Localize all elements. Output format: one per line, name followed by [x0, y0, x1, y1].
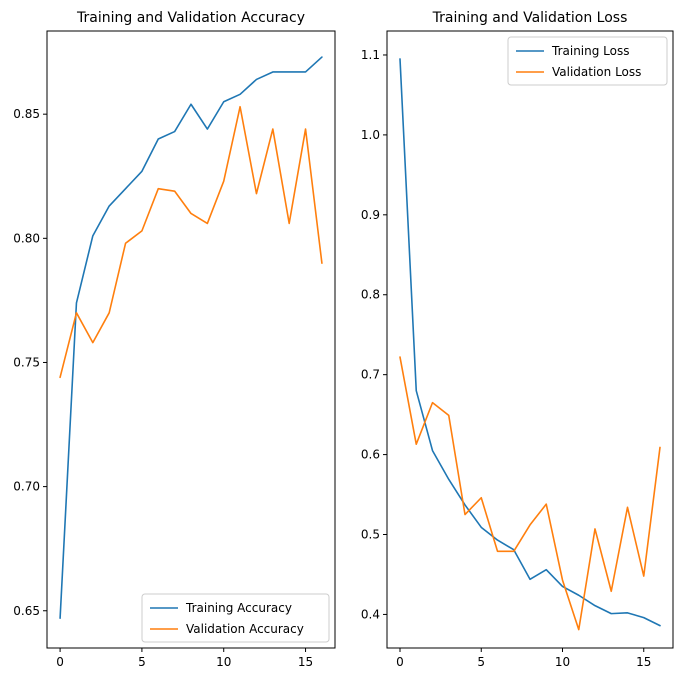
y-tick-label: 0.70	[13, 480, 40, 494]
legend-label: Training Accuracy	[185, 601, 292, 615]
x-tick-label: 5	[477, 655, 485, 669]
y-tick-label: 0.9	[361, 208, 380, 222]
y-tick-label: 1.1	[361, 48, 380, 62]
legend-label: Validation Loss	[552, 65, 641, 79]
x-tick-label: 15	[298, 655, 313, 669]
x-tick-label: 15	[636, 655, 651, 669]
legend: Training Loss Validation Loss	[507, 36, 668, 86]
chart-panel-1: Training and Validation Accuracy 0 5 10 15 0.…	[13, 10, 336, 669]
series-line-validation-accuracy	[59, 105, 323, 379]
y-tick-label: 0.7	[361, 368, 380, 382]
chart-title: Training and Validation Loss	[432, 10, 628, 26]
y-tick-label: 0.65	[13, 604, 40, 618]
y-tick-label: 0.85	[13, 107, 40, 121]
series-line-validation-loss	[399, 356, 661, 631]
legend-box	[507, 36, 668, 86]
y-tick-label: 0.4	[361, 607, 380, 621]
y-tick-label: 0.75	[13, 355, 40, 369]
legend-label: Training Loss	[551, 44, 629, 58]
series-line-training-accuracy	[59, 56, 323, 620]
x-tick-label: 10	[216, 655, 231, 669]
y-tick-label: 0.6	[361, 448, 380, 462]
legend-label: Validation Accuracy	[186, 622, 304, 636]
chart-panel-2: Training and Validation Loss 0 5 10 15 0.4 0.5…	[361, 10, 674, 669]
x-tick-label: 0	[396, 655, 404, 669]
legend: Training Accuracy Validation Accuracy	[141, 593, 330, 643]
y-tick-label: 0.80	[13, 231, 40, 245]
y-tick-label: 0.8	[361, 288, 380, 302]
plot-area-frame	[46, 30, 336, 649]
series-line-training-loss	[399, 58, 661, 627]
x-tick-label: 10	[555, 655, 570, 669]
y-tick-label: 0.5	[361, 528, 380, 542]
legend-box	[141, 593, 330, 643]
chart-title: Training and Validation Accuracy	[76, 10, 305, 26]
x-tick-label: 5	[138, 655, 146, 669]
x-tick-label: 0	[56, 655, 64, 669]
y-tick-label: 1.0	[361, 128, 380, 142]
plot-area-frame	[386, 30, 674, 649]
